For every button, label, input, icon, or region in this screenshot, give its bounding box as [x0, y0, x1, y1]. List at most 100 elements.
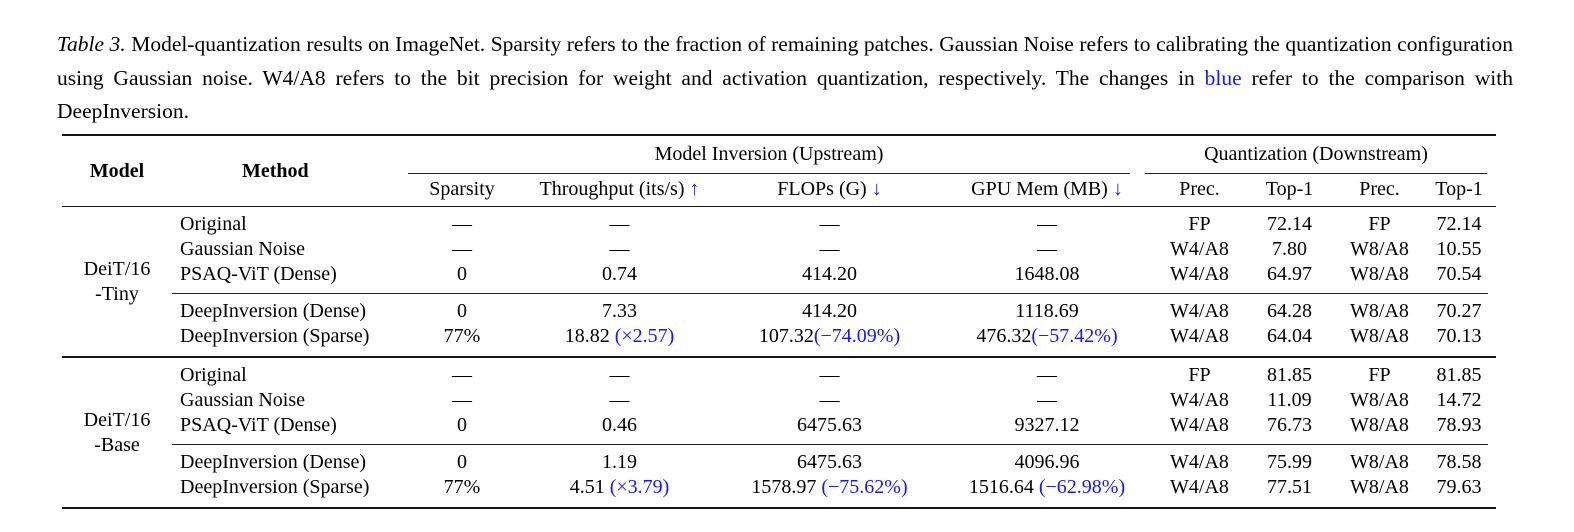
top1-w4-cell: 7.80 — [1272, 238, 1307, 260]
top1-w8-cell: 72.14 — [1436, 213, 1482, 235]
prec-w4-cell: FP — [1188, 213, 1211, 235]
prec-w8-cell: W8/A8 — [1350, 263, 1409, 285]
deepinversion-rows: DeepInversion (Dense) 0 7.33 414.20 1118… — [62, 294, 1496, 356]
downstream-header-rule — [1145, 173, 1487, 174]
model-name: DeiT/16 -Base — [83, 408, 151, 456]
top1-w8-cell: 70.27 — [1436, 300, 1482, 322]
throughput-cell: 7.33 — [602, 300, 637, 322]
column-header-model: Model — [89, 159, 145, 182]
table-bottom-rule — [62, 507, 1496, 509]
prec-w8-cell: FP — [1368, 213, 1391, 235]
top1-w4-cell: 81.85 — [1267, 364, 1312, 386]
sparsity-cell: 77% — [443, 476, 481, 498]
gpumem-cell: 1648.08 — [1014, 263, 1080, 285]
table-row: DeepInversion (Sparse) 77% 18.82 (×2.57)… — [62, 324, 1496, 349]
prec-w8-cell: W8/A8 — [1350, 414, 1409, 436]
flops-cell: — — [819, 213, 840, 235]
group-header-upstream: Model Inversion (Upstream) — [654, 143, 884, 165]
table-row: PSAQ-ViT (Dense) 0 0.46 6475.63 9327.12 … — [62, 413, 1496, 438]
column-header-gpumem: GPU Mem (MB) ↓ — [971, 178, 1123, 200]
group-header-downstream: Quantization (Downstream) — [1204, 143, 1428, 165]
table-row: Gaussian Noise — — — — W4/A8 7.80 W8/A8 … — [62, 237, 1496, 262]
table-row: Original — — — — FP 81.85 FP 81.85 — [62, 363, 1496, 388]
gpumem-cell: 4096.96 — [1014, 451, 1080, 473]
gpumem-cell: 1118.69 — [1015, 300, 1079, 322]
throughput-cell: 1.19 — [602, 451, 637, 473]
flops-cell: 107.32(−74.09%) — [758, 325, 901, 347]
group-separator-rule — [62, 356, 1496, 358]
prec-w8-cell: W8/A8 — [1350, 300, 1409, 322]
model-name: DeiT/16 -Tiny — [83, 257, 151, 305]
top1-w8-cell: 79.63 — [1436, 476, 1482, 498]
method-cell: DeepInversion (Dense) — [180, 451, 367, 473]
table-row: DeepInversion (Dense) 0 1.19 6475.63 409… — [62, 450, 1496, 475]
column-header-method: Method — [242, 159, 309, 182]
caption-blue-word: blue — [1204, 65, 1242, 90]
prec-w4-cell: W4/A8 — [1170, 238, 1229, 260]
prec-w4-cell: W4/A8 — [1170, 263, 1229, 285]
model-group-deit-base: DeiT/16 -Base Original — — — — FP 81.85 … — [62, 358, 1496, 507]
throughput-cell: — — [609, 238, 630, 260]
group-mid-rule — [172, 444, 1488, 445]
prec-w8-cell: W8/A8 — [1350, 389, 1409, 411]
prec-w8-cell: W8/A8 — [1350, 476, 1409, 498]
column-header-top1-w4: Top-1 — [1265, 178, 1314, 200]
table-top-rule — [62, 134, 1496, 136]
prec-w4-cell: FP — [1188, 364, 1211, 386]
header-body-rule — [62, 206, 1496, 207]
column-header-top1-w8: Top-1 — [1435, 178, 1483, 200]
sparsity-cell: — — [452, 364, 472, 386]
top1-w4-cell: 64.97 — [1267, 263, 1312, 285]
sparsity-cell: 0 — [457, 263, 467, 285]
table-row: Original — — — — FP 72.14 FP 72.14 — [62, 212, 1496, 237]
upstream-header-rule — [408, 173, 1130, 174]
column-header-throughput: Throughput (its/s) ↑ — [539, 178, 700, 200]
up-arrow-icon: ↑ — [689, 178, 700, 200]
method-cell: Original — [180, 213, 247, 235]
sparsity-cell: — — [452, 238, 472, 260]
table-row: DeepInversion (Sparse) 77% 4.51 (×3.79) … — [62, 475, 1496, 500]
group-mid-rule — [172, 293, 1488, 294]
table-row: PSAQ-ViT (Dense) 0 0.74 414.20 1648.08 W… — [62, 262, 1496, 287]
method-cell: DeepInversion (Sparse) — [180, 476, 370, 498]
spacer — [172, 174, 407, 206]
top1-w8-cell: 10.55 — [1436, 238, 1482, 260]
top1-w8-cell: 78.58 — [1436, 451, 1482, 473]
baseline-rows: Original — — — — FP 72.14 FP 72.14 Gauss… — [62, 207, 1496, 293]
flops-cell: — — [819, 389, 840, 411]
top1-w8-cell: 70.54 — [1436, 263, 1482, 285]
table-header: Model Method Model Inversion (Upstream) … — [62, 136, 1496, 206]
top1-w8-cell: 14.72 — [1436, 389, 1482, 411]
table-caption: Table 3. Model-quantization results on I… — [57, 28, 1513, 129]
sparsity-cell: — — [452, 213, 472, 235]
top1-w8-cell: 78.93 — [1436, 414, 1482, 436]
flops-cell: 6475.63 — [797, 451, 862, 473]
gpumem-cell: — — [1037, 238, 1057, 260]
down-arrow-icon: ↓ — [1112, 178, 1123, 200]
flops-cell: 6475.63 — [797, 414, 862, 436]
caption-table-label: Table 3. — [57, 32, 126, 56]
prec-w4-cell: W4/A8 — [1170, 300, 1229, 322]
flops-cell: 1578.97 (−75.62%) — [751, 476, 908, 498]
flops-cell: — — [819, 364, 840, 386]
method-cell: DeepInversion (Sparse) — [180, 325, 370, 347]
throughput-cell: — — [609, 389, 630, 411]
throughput-cell: 0.46 — [602, 414, 637, 436]
column-header-flops: FLOPs (G) ↓ — [777, 178, 882, 200]
prec-w8-cell: W8/A8 — [1350, 238, 1409, 260]
top1-w4-cell: 76.73 — [1267, 414, 1312, 436]
method-cell: Gaussian Noise — [180, 238, 305, 260]
method-cell: PSAQ-ViT (Dense) — [180, 263, 337, 285]
deepinversion-rows: DeepInversion (Dense) 0 1.19 6475.63 409… — [62, 445, 1496, 507]
throughput-cell: — — [609, 213, 630, 235]
prec-w4-cell: W4/A8 — [1170, 389, 1229, 411]
column-header-sparsity: Sparsity — [429, 178, 495, 200]
prec-w8-cell: W8/A8 — [1350, 325, 1409, 347]
baseline-rows: Original — — — — FP 81.85 FP 81.85 Gauss… — [62, 358, 1496, 444]
throughput-cell: 0.74 — [602, 263, 637, 285]
top1-w4-cell: 11.09 — [1267, 389, 1312, 411]
throughput-cell: 18.82 (×2.57) — [564, 325, 675, 347]
gpumem-cell: — — [1037, 364, 1057, 386]
caption-text-2: refer to the comparison with DeepInversi… — [57, 65, 1513, 124]
gpumem-cell: 476.32(−57.42%) — [976, 325, 1118, 347]
